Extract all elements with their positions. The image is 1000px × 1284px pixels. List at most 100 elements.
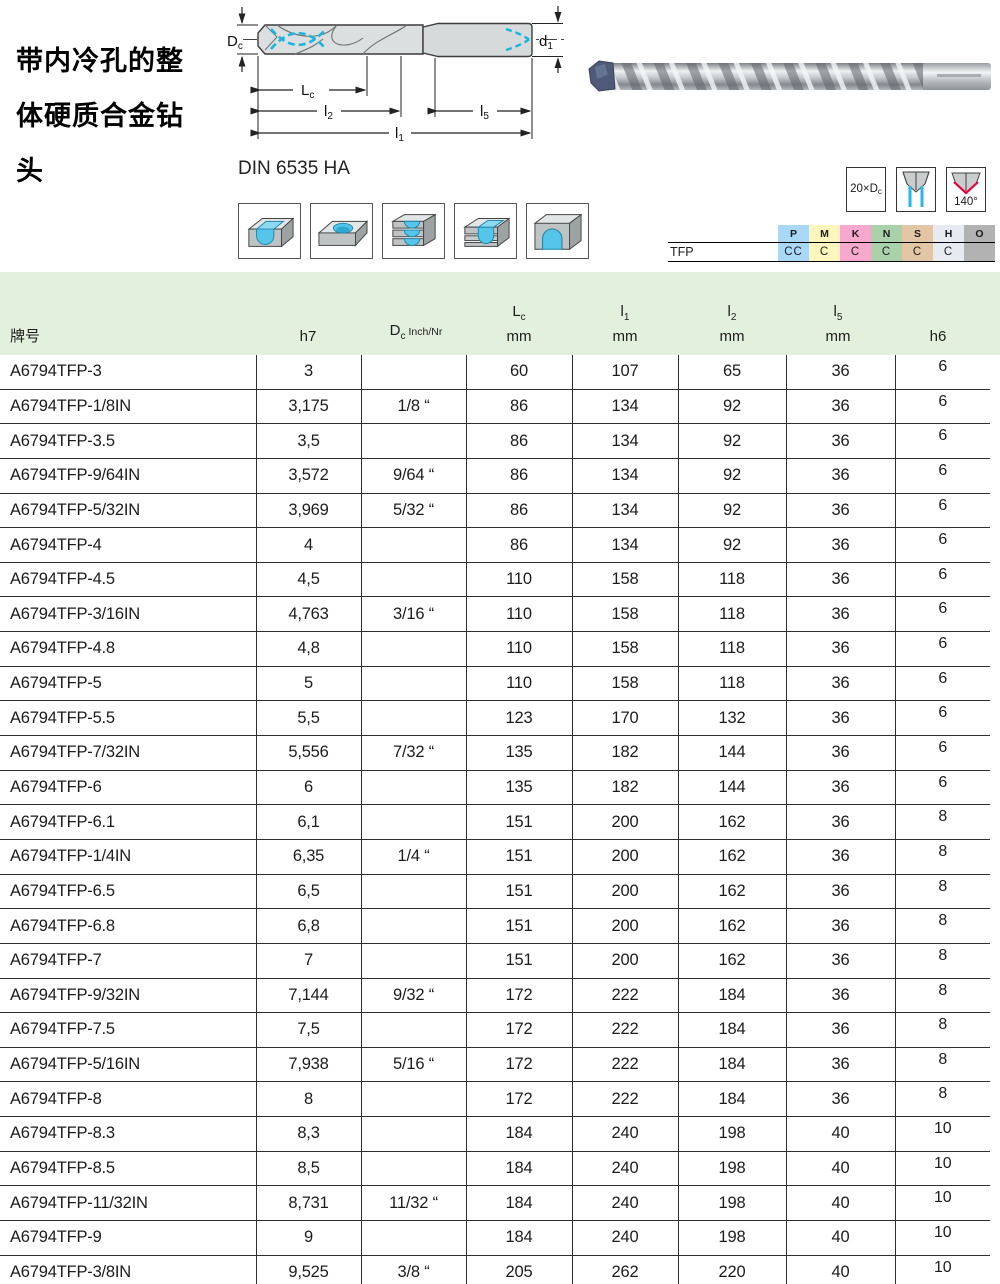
table-row: A6794TFP-3 3 60 107 65 36 6 (0, 355, 990, 390)
cell-lc: 86 (466, 389, 573, 425)
cell-l5: 36 (786, 423, 896, 459)
cell-l5: 36 (786, 804, 896, 840)
cell-h7: 7 (256, 943, 362, 979)
cell-dc-inch: 9/64 “ (361, 458, 467, 494)
table-row: A6794TFP-5/16IN 7,938 5/16 “172 222 184 36 8 (0, 1047, 990, 1083)
cell-h7: 8 (256, 1081, 362, 1118)
cell-h7: 5,556 (256, 735, 362, 771)
cell-h7: 6,8 (256, 908, 362, 944)
table-row: A6794TFP-7/32IN 5,556 7/32 “135 182 144 36 6 (0, 735, 990, 771)
cell-l1: 134 (572, 389, 679, 425)
cell-l5: 36 (786, 978, 896, 1014)
cell-l1: 134 (572, 458, 679, 494)
cell-l5: 36 (786, 389, 896, 425)
feature-box-row: 20×Dc 140° (846, 167, 986, 212)
cell-h6: 10 (895, 1255, 990, 1284)
table-row: A6794TFP-8.5 8,5 184 240 198 40 10 (0, 1151, 990, 1187)
col-header-h6: h6 (929, 328, 947, 345)
cell-dc-inch (361, 423, 467, 459)
table-row: A6794TFP-7 7 151 200 162 36 8 (0, 943, 990, 979)
catalog-table-body: A6794TFP-3 3 60 107 65 36 6 A6794TFP-1/8IN 3,175… (0, 355, 990, 1284)
cell-dc-inch: 5/32 “ (361, 493, 467, 529)
cell-l1: 200 (572, 943, 679, 979)
table-row: A6794TFP-6.8 6,8 151 200 162 36 8 (0, 908, 990, 944)
cell-l2: 184 (678, 1081, 787, 1118)
cell-l5: 36 (786, 735, 896, 771)
cell-l2: 198 (678, 1185, 787, 1222)
cell-h7: 6,5 (256, 874, 362, 910)
table-row: A6794TFP-3/16IN 4,763 3/16 “110 158 118 36 6 (0, 596, 990, 633)
cell-h7: 3,572 (256, 458, 362, 494)
cell-l5: 36 (786, 908, 896, 944)
cell-h6: 6 (895, 493, 990, 529)
cell-l1: 200 (572, 839, 679, 875)
table-row: A6794TFP-4.5 4,5 110 158 118 36 6 (0, 562, 990, 598)
flute-texture (603, 63, 925, 90)
cell-l1: 222 (572, 1047, 679, 1083)
cell-l1: 240 (572, 1116, 679, 1152)
cell-l2: 92 (678, 389, 787, 425)
cell-l2: 132 (678, 700, 787, 737)
cell-h6: 8 (895, 839, 990, 875)
cell-h6: 6 (895, 527, 990, 563)
coolant-channel-icon (270, 31, 326, 50)
cell-model: A6794TFP-8 (0, 1081, 257, 1118)
cell-model: A6794TFP-9/32IN (0, 978, 257, 1014)
cell-l1: 134 (572, 493, 679, 529)
cell-l2: 220 (678, 1255, 787, 1284)
col-header-l1: l1 mm (612, 303, 638, 345)
cell-dc-inch (361, 1081, 467, 1118)
point-angle-icon: 140° (946, 167, 986, 212)
cell-l2: 198 (678, 1151, 787, 1187)
cell-l1: 222 (572, 1081, 679, 1118)
cell-l5: 36 (786, 874, 896, 910)
table-row: A6794TFP-11/32IN 8,731 11/32 “184 240 198 40 1… (0, 1185, 990, 1222)
cell-model: A6794TFP-5.5 (0, 700, 257, 737)
table-row: A6794TFP-1/4IN 6,35 1/4 “151 200 162 36 8 (0, 839, 990, 875)
cell-lc: 151 (466, 839, 573, 875)
coolant-exit-icon (505, 38, 530, 52)
cell-model: A6794TFP-4.8 (0, 631, 257, 667)
application-icon-row (238, 203, 589, 259)
cell-h6: 6 (895, 458, 990, 494)
table-row: A6794TFP-6.5 6,5 151 200 162 36 8 (0, 874, 990, 910)
cell-h7: 7,938 (256, 1047, 362, 1083)
cell-l2: 162 (678, 804, 787, 840)
cell-l5: 40 (786, 1151, 896, 1187)
cell-h7: 3 (256, 355, 362, 390)
cell-l5: 36 (786, 562, 896, 598)
cell-h7: 4,5 (256, 562, 362, 598)
cell-l5: 36 (786, 666, 896, 702)
cell-dc-inch: 1/4 “ (361, 839, 467, 875)
cell-l5: 36 (786, 596, 896, 633)
cell-l5: 40 (786, 1116, 896, 1152)
cell-lc: 135 (466, 735, 573, 771)
d1-extension-lines (532, 23, 563, 57)
cell-l5: 36 (786, 700, 896, 737)
cell-l5: 36 (786, 631, 896, 667)
l5-label: l5 (480, 103, 489, 122)
table-row: A6794TFP-3/8IN 9,525 3/8 “205 262 220 40 10 (0, 1255, 990, 1284)
table-row: A6794TFP-6 6 135 182 144 36 6 (0, 770, 990, 806)
cell-l2: 118 (678, 562, 787, 598)
cell-h7: 4,763 (256, 596, 362, 633)
coolant-channel-icon (270, 28, 326, 47)
cell-h6: 6 (895, 562, 990, 598)
cell-lc: 184 (466, 1185, 573, 1222)
cell-dc-inch (361, 770, 467, 806)
cell-dc-inch (361, 666, 467, 702)
tip-highlight (595, 64, 608, 79)
material-class-O: O (964, 225, 995, 242)
laser-marking (937, 74, 981, 77)
through-hole-icon (238, 203, 301, 259)
material-value-row: CC C C C C C (778, 243, 995, 261)
cell-l1: 222 (572, 1012, 679, 1048)
cell-model: A6794TFP-3/8IN (0, 1255, 257, 1284)
cell-l5: 36 (786, 527, 896, 563)
page-title: 带内冷孔的整 体硬质合金钻 头 (16, 34, 226, 199)
cell-model: A6794TFP-4.5 (0, 562, 257, 598)
cell-l2: 184 (678, 1012, 787, 1048)
cell-model: A6794TFP-9/64IN (0, 458, 257, 494)
